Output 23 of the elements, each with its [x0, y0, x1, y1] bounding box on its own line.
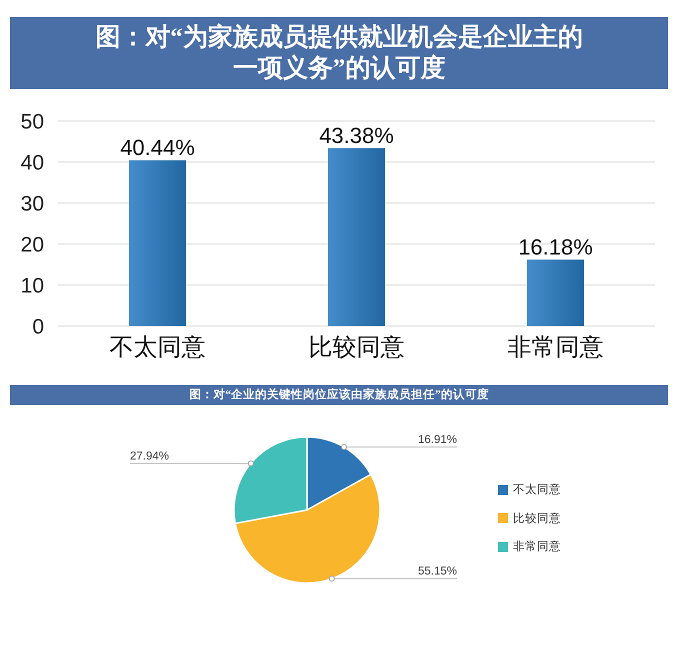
legend-label: 比较同意 [513, 512, 561, 526]
chart-title: 图：对“企业的关键性岗位应该由家族成员担任”的认可度 [188, 387, 490, 403]
data-label: 27.94% [130, 450, 170, 462]
data-label: 40.44% [120, 135, 195, 160]
bar [129, 160, 186, 326]
x-tick-label: 非常同意 [508, 335, 604, 362]
y-tick-label: 0 [32, 315, 44, 338]
y-tick-label: 50 [20, 110, 44, 134]
chart-title: 图：对“为家族成员提供就业机会是企业主的一项义务”的认可度 [94, 22, 584, 84]
y-tick-label: 30 [20, 192, 44, 216]
data-label: 16.18% [518, 234, 593, 260]
data-label: 16.91% [418, 434, 457, 446]
legend-label: 非常同意 [513, 540, 561, 554]
data-label: 55.15% [418, 566, 457, 578]
x-tick-label: 不太同意 [110, 335, 206, 362]
y-tick-label: 10 [20, 274, 44, 298]
x-tick-label: 比较同意 [308, 335, 404, 362]
bar [527, 260, 584, 326]
y-tick-label: 40 [20, 151, 44, 174]
bar [328, 148, 385, 326]
data-label: 43.38% [319, 123, 394, 148]
y-tick-label: 20 [20, 233, 44, 256]
legend-label: 不太同意 [513, 482, 561, 497]
